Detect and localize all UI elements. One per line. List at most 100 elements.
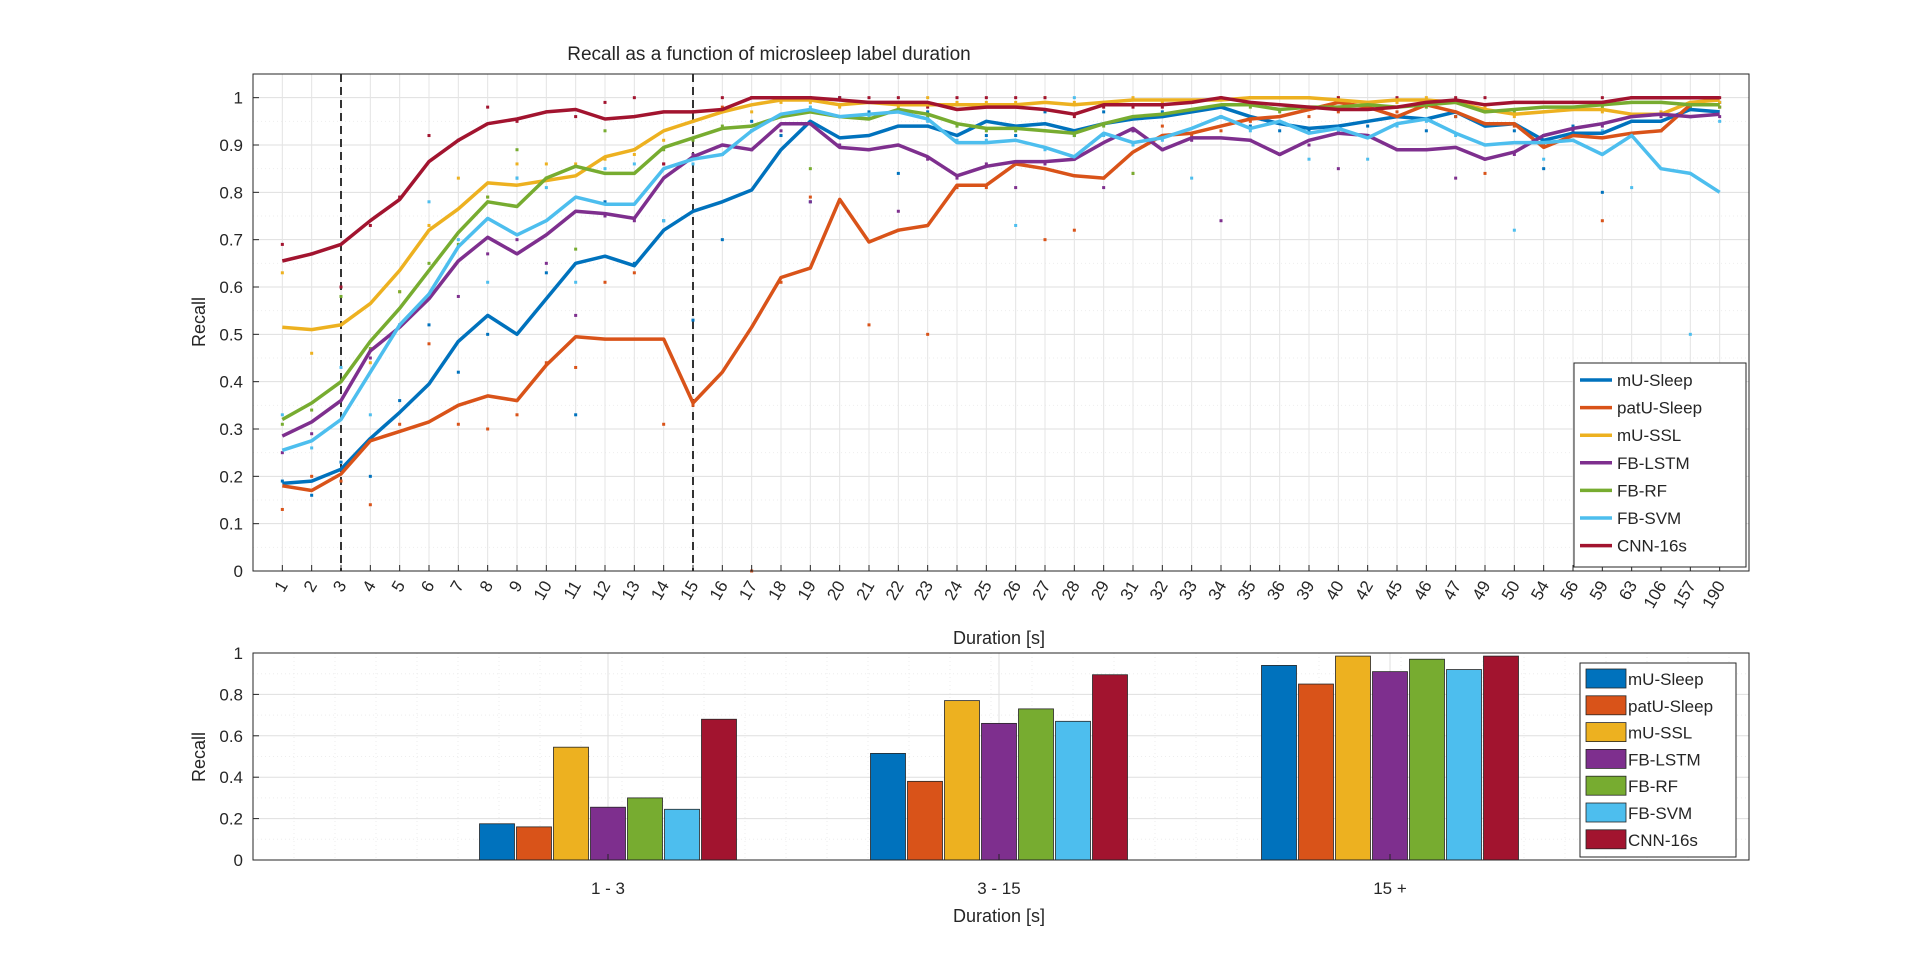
x-tick-label: 46 xyxy=(1410,578,1436,604)
data-point xyxy=(779,100,783,104)
data-point xyxy=(1014,223,1018,227)
data-point xyxy=(515,413,519,417)
data-point xyxy=(574,247,578,251)
legend-label: CNN-16s xyxy=(1617,537,1687,556)
data-point xyxy=(486,280,490,284)
x-tick-label: 63 xyxy=(1615,578,1641,604)
data-point xyxy=(427,200,431,204)
x-tick-label: 26 xyxy=(999,578,1025,604)
data-point xyxy=(662,162,666,166)
bar xyxy=(981,722,1017,861)
data-point xyxy=(1600,110,1604,114)
bar xyxy=(1335,655,1371,861)
data-point xyxy=(1248,124,1252,128)
x-tick-label: 5 xyxy=(388,578,409,596)
series-line xyxy=(282,95,1720,332)
data-point xyxy=(280,451,284,455)
data-point xyxy=(808,200,812,204)
data-point xyxy=(1014,129,1018,133)
x-tick-label: 47 xyxy=(1439,578,1465,604)
data-point xyxy=(691,152,695,156)
data-point xyxy=(1102,186,1106,190)
x-tick-label: 12 xyxy=(589,578,615,604)
data-point xyxy=(368,503,372,507)
data-point xyxy=(691,138,695,142)
data-point xyxy=(603,200,607,204)
x-tick-label: 35 xyxy=(1234,578,1260,604)
data-point xyxy=(544,162,548,166)
bar-chart: 0 0.2 0.4 0.6 0.8 1 1 - 3 3 - 15 15 + Recall Du… xyxy=(189,644,1750,926)
data-point xyxy=(1160,110,1164,114)
data-point xyxy=(603,129,607,133)
y-tick-label: 0.6 xyxy=(219,727,243,746)
data-point xyxy=(310,446,314,450)
data-point xyxy=(603,167,607,171)
x-tick-label: 24 xyxy=(941,578,967,604)
data-point xyxy=(1072,228,1076,232)
data-point xyxy=(1307,157,1311,161)
data-point xyxy=(574,280,578,284)
data-point xyxy=(1043,148,1047,152)
x-tick-label: 14 xyxy=(647,578,673,604)
data-point xyxy=(1542,143,1546,147)
data-point xyxy=(720,124,724,128)
data-point xyxy=(1395,110,1399,114)
series-line xyxy=(282,105,1720,486)
data-point xyxy=(1131,143,1135,147)
data-point xyxy=(867,115,871,119)
data-point xyxy=(1219,219,1223,223)
data-point xyxy=(574,413,578,417)
data-point xyxy=(984,134,988,138)
legend-box xyxy=(1573,362,1747,568)
x-tick-label: 59 xyxy=(1586,578,1612,604)
data-point xyxy=(808,105,812,109)
data-point xyxy=(1600,96,1604,100)
data-point xyxy=(1659,115,1663,119)
data-point xyxy=(1014,134,1018,138)
data-point xyxy=(574,162,578,166)
data-point xyxy=(1512,152,1516,156)
data-point xyxy=(1659,110,1663,114)
data-point xyxy=(574,115,578,119)
data-point xyxy=(574,365,578,369)
data-point xyxy=(984,186,988,190)
bar xyxy=(1092,674,1128,861)
data-point xyxy=(456,370,460,374)
data-point xyxy=(339,294,343,298)
x-tick-label: 3 xyxy=(329,578,350,596)
data-point xyxy=(1454,176,1458,180)
bar xyxy=(479,823,515,861)
data-point xyxy=(486,105,490,109)
x-tick-label: 17 xyxy=(735,578,761,604)
x-tick-label: 4 xyxy=(359,578,380,596)
data-point xyxy=(1395,96,1399,100)
data-point xyxy=(1102,124,1106,128)
data-point xyxy=(1014,186,1018,190)
data-point xyxy=(984,162,988,166)
x-tick-label: 29 xyxy=(1087,578,1113,604)
data-point xyxy=(1014,100,1018,104)
x-tick-label: 34 xyxy=(1205,578,1231,604)
data-point xyxy=(838,96,842,100)
x-tick-label: 27 xyxy=(1029,578,1055,604)
y-tick-label: 1 xyxy=(234,644,243,663)
data-point xyxy=(1366,157,1370,161)
x-tick-label: 16 xyxy=(706,578,732,604)
data-point xyxy=(1307,129,1311,133)
data-point xyxy=(779,280,783,284)
data-point xyxy=(1718,115,1722,119)
chart-title: Recall as a function of microsleep label… xyxy=(567,44,970,65)
data-point xyxy=(1014,96,1018,100)
data-point xyxy=(339,365,343,369)
y-tick-label: 0 xyxy=(234,562,243,581)
data-point xyxy=(310,351,314,355)
bar xyxy=(701,718,737,861)
data-point xyxy=(926,157,930,161)
data-point xyxy=(456,176,460,180)
data-point xyxy=(486,332,490,336)
data-point xyxy=(1248,129,1252,133)
x-tick-label: 15 + xyxy=(1373,879,1407,898)
data-point xyxy=(574,313,578,317)
data-point xyxy=(1072,134,1076,138)
